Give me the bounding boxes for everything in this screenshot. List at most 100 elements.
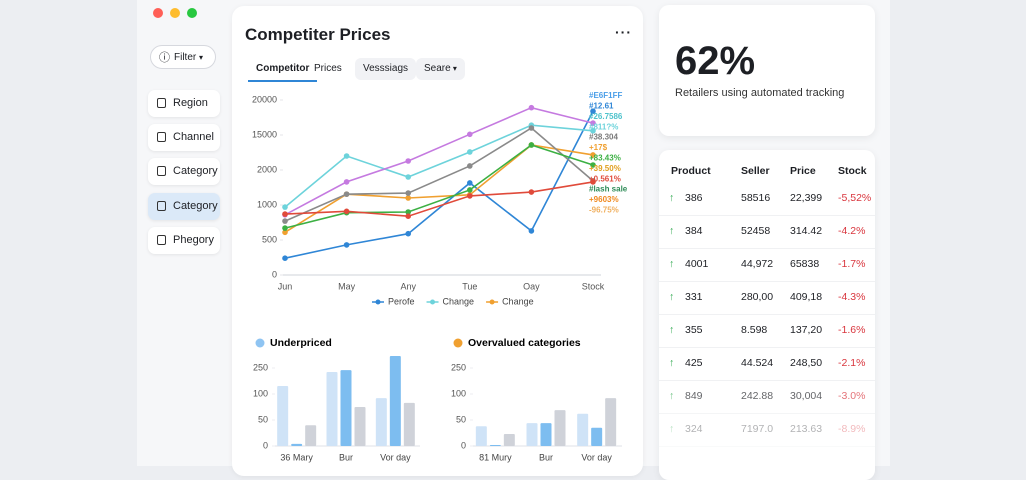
annotation: #38.304 [589,133,618,142]
table-cell: 213.63 [790,423,823,435]
table-cell: 44,972 [741,258,774,270]
table-cell: -1.6% [838,324,866,336]
chart-title: Underpriced [270,337,332,349]
data-point [528,189,535,195]
y-tick-label: 100 [253,388,268,398]
more-menu[interactable]: ··· [615,24,632,40]
table-row[interactable]: ↑ 849 242.88 30,004 -3.0% [659,380,875,414]
annotation: -96.75% [589,206,619,215]
tab[interactable]: Competitor [248,58,318,82]
sidebar-item[interactable]: Category [148,193,220,220]
data-point [405,213,412,219]
annotation: +83.43% [589,154,621,163]
data-point [343,179,350,185]
y-tick-label: 0 [461,440,466,450]
main-card: Competiter Prices ··· [232,6,643,476]
filter-label: Filter [174,52,197,63]
data-point [590,162,596,168]
data-point [590,179,596,185]
y-tick-label: 0 [263,440,268,450]
table-cell: 355 [685,324,703,336]
y-tick-label: 50 [258,414,268,424]
x-tick-label: Vor day [581,452,612,462]
annotation: +0.561% [589,174,621,183]
x-tick-label: Any [400,281,416,291]
column-header: Stock [838,165,867,177]
column-header: Seller [741,165,770,177]
data-point [467,180,473,186]
table-cell: 242.88 [741,390,774,402]
tab[interactable]: Prices [314,63,342,74]
x-tick-label: Tue [462,281,477,291]
table-cell: -8.9% [838,423,866,435]
table-cell: 849 [685,390,703,402]
table-row[interactable]: ↑ 331 280,00 409,18 -4.3% [659,281,875,315]
table-cell: 30,004 [790,390,823,402]
data-point [405,174,412,180]
table-cell: 137,20 [790,324,823,336]
data-point [528,228,535,234]
annotation: +39.50% [589,164,621,173]
filter-button[interactable]: ⓘ Filter ▾ [150,45,216,69]
table-cell: -4.2% [838,225,866,237]
bar [605,398,617,446]
y-tick-label: 100 [451,388,466,398]
y-tick-label: 20000 [252,94,277,104]
table-cell: 248,50 [790,357,823,369]
annotation: #26.7586 [589,112,623,121]
sidebar-item[interactable]: Channel [148,124,220,151]
card-title: Competiter Prices [245,25,391,44]
data-point [405,209,412,215]
series-line [284,144,594,229]
bar [375,398,387,446]
table-cell: 8.598 [741,324,768,336]
data-point [467,163,473,169]
annotation: +17$ [589,143,608,152]
column-header: Product [671,165,711,177]
x-tick-label: 36 Mary [280,452,313,462]
series-line [284,144,594,233]
data-point [282,225,288,231]
bar [354,407,366,446]
series-line [284,106,594,216]
table-row[interactable]: ↑ 324 7197.0 213.63 -8.9% [659,413,875,447]
tab[interactable]: Vesssiags [355,58,417,80]
legend-marker [430,299,436,305]
y-tick-label: 500 [262,234,277,244]
sidebar-item[interactable]: Region [148,90,220,117]
table-cell: 52458 [741,225,771,237]
sidebar-item[interactable]: Phegory [148,227,220,254]
table-cell: -5,52% [838,192,872,204]
maximize-button[interactable] [187,8,197,18]
kpi-label: Retailers using automated tracking [675,87,845,99]
data-point [282,218,288,224]
bar [340,370,352,446]
kpi-value: 62% [675,39,756,83]
minimize-button[interactable] [170,8,180,18]
table-row[interactable]: ↑ 386 58516 22,399 -5,52% [659,182,875,216]
bar [489,444,501,446]
trend-arrow: ↑ [669,390,675,402]
table-row[interactable]: ↑ 355 8.598 137,20 -1.6% [659,314,875,348]
table-cell: 384 [685,225,703,237]
legend-marker [375,299,381,305]
bar [403,402,415,446]
table-row[interactable]: ↑ 425 44.524 248,50 -2.1% [659,347,875,381]
tab[interactable]: Seare ▾ [416,58,465,80]
table-cell: -4.3% [838,291,866,303]
bar [305,425,317,446]
bar [540,423,552,446]
close-button[interactable] [153,8,163,18]
annotation: #lash sale [589,185,628,194]
annotation: +9603% [589,195,619,204]
table-row[interactable]: ↑ 384 52458 314.42 -4.2% [659,215,875,249]
data-point [590,108,596,114]
table-cell: 7197.0 [741,423,774,435]
sidebar-item[interactable]: Category [148,158,220,185]
legend-label: Change [443,296,475,306]
table-row[interactable]: ↑ 4001 44,972 65838 -1.7% [659,248,875,282]
bar [526,423,538,446]
annotation: #12.61 [589,102,614,111]
data-point [590,152,596,158]
